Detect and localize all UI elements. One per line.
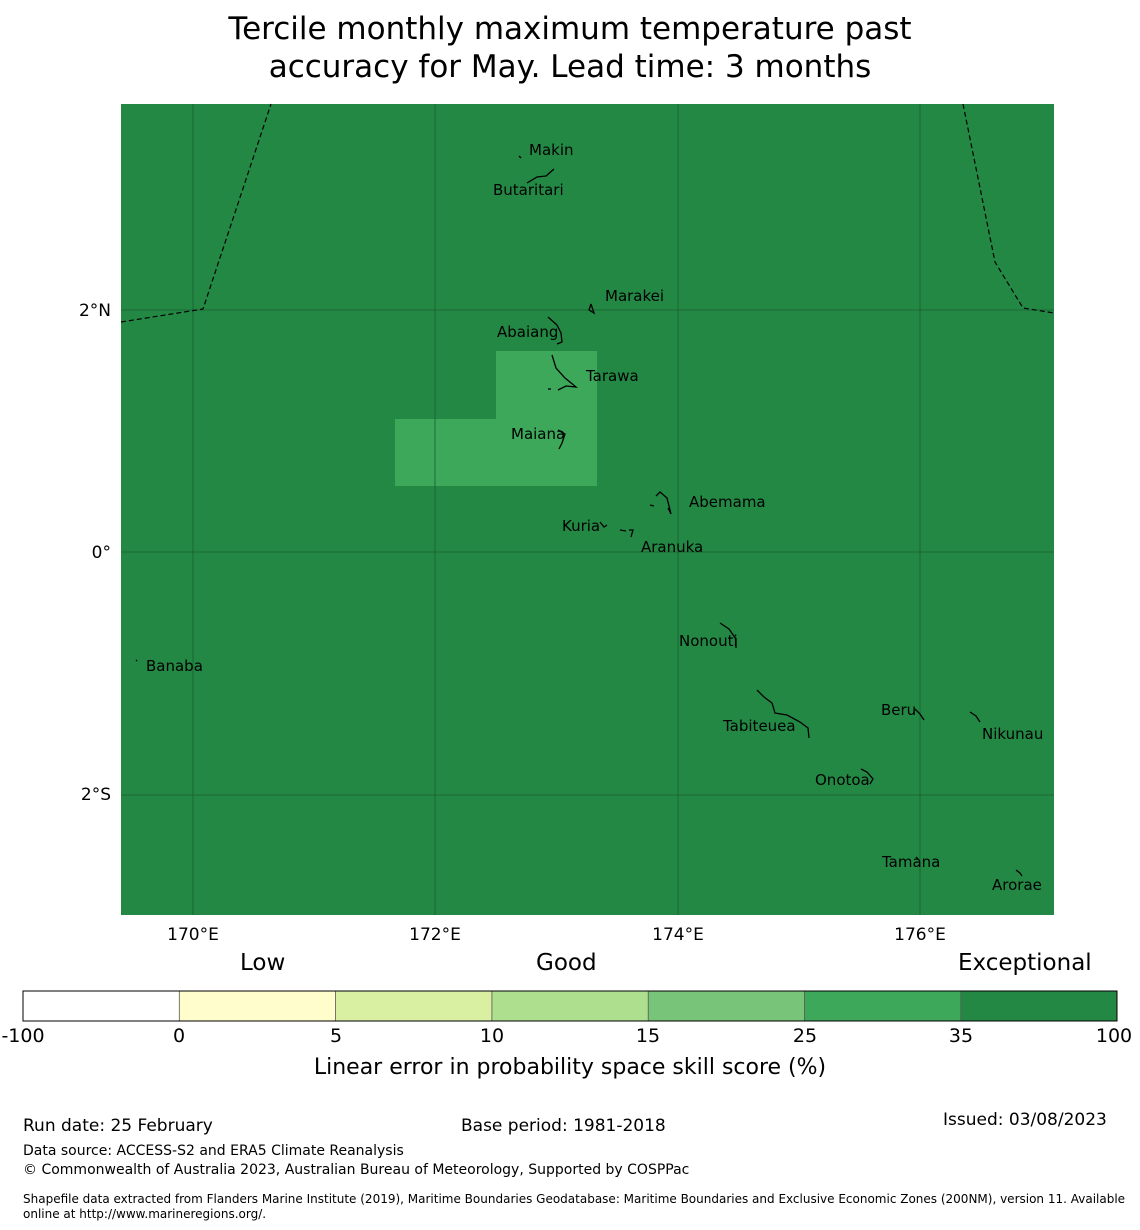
lon-label-170e: 170°E <box>167 925 219 945</box>
island-label-aranuka: Aranuka <box>641 538 703 556</box>
colorbar-tick-label: 5 <box>329 1025 343 1047</box>
island-label-tabiteuea: Tabiteuea <box>722 717 796 735</box>
island-shape-tabiteuea <box>756 689 810 739</box>
island-label-abaiang: Abaiang <box>497 323 558 341</box>
eez-boundary-east <box>962 103 1055 314</box>
island-shape-arorae <box>1015 869 1023 877</box>
skill-patch <box>395 351 597 486</box>
island-shape-maiana <box>557 429 566 450</box>
island-label-makin: Makin <box>529 141 574 159</box>
legend-exceptional: Exceptional <box>958 950 1092 976</box>
colorbar-segment-2 <box>179 991 336 1021</box>
colorbar-frame <box>22 990 1118 1022</box>
legend-low: Low <box>240 950 286 976</box>
colorbar-segment-7 <box>960 991 1117 1021</box>
issued-date: Issued: 03/08/2023 <box>943 1110 1107 1130</box>
colorbar-segment-1 <box>23 991 180 1021</box>
island-label-tarawa: Tarawa <box>585 367 639 385</box>
colorbar-tick-label: 35 <box>948 1025 974 1047</box>
eez-boundary-west <box>120 103 272 323</box>
island-label-kuria: Kuria <box>562 517 600 535</box>
colorbar-label: Linear error in probability space skill … <box>313 1055 827 1080</box>
title-line-2: accuracy for May. Lead time: 3 months <box>268 49 872 85</box>
lat-label-0: 0° <box>92 543 111 563</box>
island-shape-makin <box>518 155 522 159</box>
colorbar <box>22 990 1118 1022</box>
island-label-arorae: Arorae <box>992 876 1042 894</box>
copyright: © Commonwealth of Australia 2023, Austra… <box>23 1162 690 1178</box>
shapefile-credit: Shapefile data extracted from Flanders M… <box>23 1192 1126 1221</box>
colorbar-tick-label: 25 <box>792 1025 818 1047</box>
base-period: Base period: 1981-2018 <box>461 1116 666 1136</box>
island-label-butaritari: Butaritari <box>493 181 564 199</box>
island-shape-abaiang <box>547 316 563 345</box>
colorbar-tick-label: 0 <box>172 1025 186 1047</box>
island-shape-abemama <box>649 491 672 515</box>
chart-title: Tercile monthly maximum temperature past… <box>0 10 1140 86</box>
lon-label-174e: 174°E <box>652 925 704 945</box>
island-label-onotoa: Onotoa <box>815 771 870 789</box>
lat-label-2n: 2°N <box>79 301 111 321</box>
island-shape-tarawa <box>548 354 579 391</box>
island-label-banaba: Banaba <box>146 657 203 675</box>
island-label-nikunau: Nikunau <box>982 725 1043 743</box>
island-label-marakei: Marakei <box>605 287 664 305</box>
island-shape-butaritari <box>526 168 555 184</box>
lon-label-172e: 172°E <box>409 925 461 945</box>
gridlines <box>121 104 1054 915</box>
island-shape-nikunau <box>969 711 981 723</box>
colorbar-tick-label: 15 <box>635 1025 661 1047</box>
lat-label-2s: 2°S <box>81 785 111 805</box>
island-shape-nonouti <box>719 622 737 648</box>
island-shape-onotoa <box>860 768 874 785</box>
data-source: Data source: ACCESS-S2 and ERA5 Climate … <box>23 1143 404 1159</box>
island-shape-tamana <box>915 856 919 860</box>
island-label-tamana: Tamana <box>881 853 940 871</box>
map-background <box>121 104 1054 915</box>
run-date: Run date: 25 February <box>23 1116 213 1136</box>
colorbar-tick-label: 10 <box>479 1025 505 1047</box>
colorbar-tick-label: -100 <box>1 1025 45 1047</box>
island-label-nonouti: Nonouti <box>679 632 738 650</box>
lon-label-176e: 176°E <box>894 925 946 945</box>
island-label-abemama: Abemama <box>689 493 766 511</box>
colorbar-segment-4 <box>491 991 649 1021</box>
title-line-1: Tercile monthly maximum temperature past <box>228 11 912 47</box>
colorbar-segment-5 <box>648 991 805 1021</box>
island-label-maiana: Maiana <box>511 425 565 443</box>
island-label-beru: Beru <box>881 701 916 719</box>
colorbar-tick-label: 100 <box>1095 1025 1133 1047</box>
colorbar-segment-6 <box>804 991 961 1021</box>
island-shape-aranuka <box>619 529 634 538</box>
legend-good: Good <box>536 950 597 976</box>
colorbar-segment-3 <box>335 991 492 1021</box>
island-shape-marakei <box>588 303 596 315</box>
island-shape-kuria <box>599 521 608 528</box>
island-shape-beru <box>914 708 925 721</box>
island-outlines <box>135 155 1023 877</box>
island-shape-banaba <box>135 659 138 662</box>
